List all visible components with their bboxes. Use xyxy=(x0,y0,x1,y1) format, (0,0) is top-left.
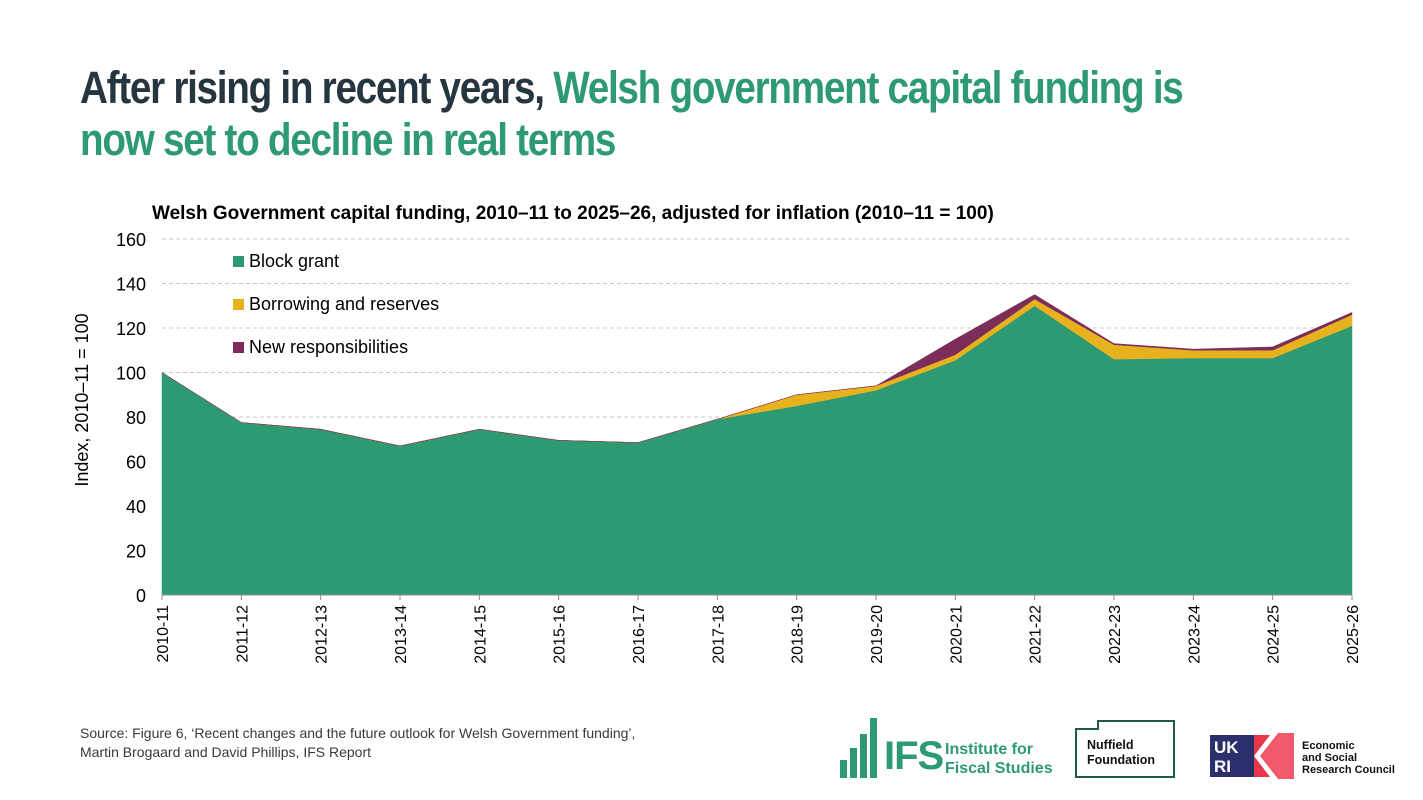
ukri-text: Economic and Social Research Council xyxy=(1302,740,1412,776)
y-tick-label: 160 xyxy=(116,230,146,250)
x-tick-label: 2015-16 xyxy=(552,605,569,664)
nuffield-line-2: Foundation xyxy=(1087,753,1156,767)
y-tick-labels: 0 20 40 60 80 100 120 140 160 xyxy=(116,230,146,606)
ifs-logo-line-1: Institute for xyxy=(945,741,1033,758)
x-tick-label: 2012-13 xyxy=(314,605,331,664)
headline-part2: Welsh government capital funding is now … xyxy=(80,62,1184,165)
legend-swatch xyxy=(233,299,244,310)
y-tick-label: 60 xyxy=(126,453,146,473)
legend-swatch xyxy=(233,256,244,267)
y-tick-label: 80 xyxy=(126,408,146,428)
source-line-2: Martin Brogaard and David Phillips, IFS … xyxy=(80,744,372,760)
legend: Block grant Borrowing and reserves New res… xyxy=(233,251,439,357)
x-tick-label: 2014-15 xyxy=(472,605,489,664)
source-note: Source: Figure 6, ‘Recent changes and th… xyxy=(80,724,780,762)
legend-label: Borrowing and reserves xyxy=(249,294,439,314)
svg-text:RI: RI xyxy=(1214,757,1231,776)
y-tick-label: 0 xyxy=(136,586,146,606)
ukri-line-1: Economic xyxy=(1302,740,1355,752)
headline-part1: After rising in recent years, xyxy=(80,62,554,113)
x-tick-label: 2013-14 xyxy=(393,605,410,664)
ukri-logo: UK RI Economic and Social Research Counc… xyxy=(1210,731,1410,781)
ukri-line-3: Research Council xyxy=(1302,764,1395,776)
x-tick-label: 2017-18 xyxy=(710,605,727,664)
x-tick-label: 2011-12 xyxy=(234,605,251,663)
ifs-logo-short: IFS xyxy=(884,734,944,778)
x-tick-label: 2020-21 xyxy=(948,605,965,664)
ukri-mark-icon: UK RI xyxy=(1210,733,1294,779)
legend-label: Block grant xyxy=(249,251,339,271)
nuffield-logo: Nuffield Foundation xyxy=(1075,720,1175,778)
y-axis-label: Index, 2010–11 = 100 xyxy=(72,313,92,486)
y-tick-label: 120 xyxy=(116,319,146,339)
x-tick-label: 2022-23 xyxy=(1107,605,1124,664)
x-tick-label: 2010-11 xyxy=(155,605,172,663)
y-tick-label: 140 xyxy=(116,275,146,295)
ifs-logo-name: Institute for Fiscal Studies xyxy=(945,740,1055,778)
nuffield-line-1: Nuffield xyxy=(1087,738,1134,752)
headline: After rising in recent years, Welsh gove… xyxy=(80,62,1215,166)
area-new-responsibilities xyxy=(161,294,1353,447)
ifs-logo: IFS Institute for Fiscal Studies xyxy=(840,718,1053,780)
y-tick-label: 100 xyxy=(116,364,146,384)
x-tick-label: 2023-24 xyxy=(1186,605,1203,664)
ifs-logo-line-2: Fiscal Studies xyxy=(945,760,1053,777)
x-tick-label: 2024-25 xyxy=(1266,605,1283,664)
legend-swatch xyxy=(233,342,244,353)
y-tick-label: 40 xyxy=(126,497,146,517)
chart-title: Welsh Government capital funding, 2010–1… xyxy=(152,203,994,224)
ifs-bars-icon xyxy=(840,718,880,778)
x-tick-labels: 2010-11 2011-12 2012-13 2013-14 2014-15 2015-… xyxy=(155,595,1362,664)
x-tick-label: 2016-17 xyxy=(631,605,648,664)
source-line-1: Source: Figure 6, ‘Recent changes and th… xyxy=(80,725,636,741)
legend-label: New responsibilities xyxy=(249,337,408,357)
ukri-line-2: and Social xyxy=(1302,752,1358,764)
x-tick-label: 2018-19 xyxy=(790,605,807,664)
svg-text:UK: UK xyxy=(1214,738,1239,757)
x-tick-label: 2019-20 xyxy=(869,605,886,664)
y-tick-label: 20 xyxy=(126,542,146,562)
x-tick-label: 2025-26 xyxy=(1345,605,1362,664)
x-tick-label: 2021-22 xyxy=(1028,605,1045,664)
